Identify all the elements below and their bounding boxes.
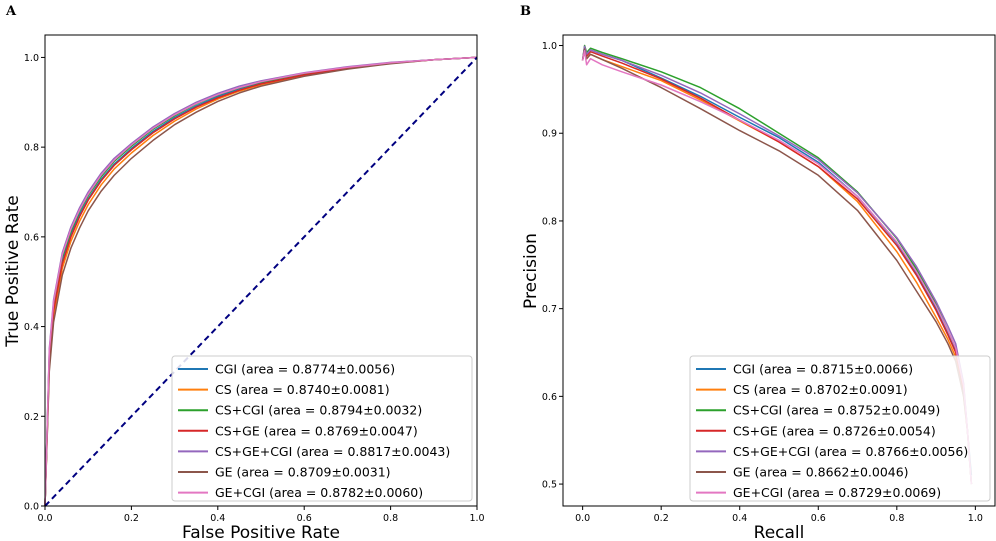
roc-legend: CGI (area = 0.8774±0.0056) CS (area = 0.8… [171, 355, 473, 502]
pr-ylabel: Precision [521, 233, 541, 309]
pr-legend-entry: CS+GE+CGI (area = 0.8766±0.0056) [733, 444, 968, 459]
pr-series-cs-ge [581, 47, 973, 485]
pr-legend-entry: CS+CGI (area = 0.8752±0.0049) [733, 403, 940, 418]
roc-xlabel: False Positive Rate [182, 523, 340, 541]
roc-xtick-label: 0.4 [210, 513, 225, 524]
roc-ytick-label: 0.0 [24, 502, 39, 513]
roc-legend-entry: CS (area = 0.8740±0.0081) [215, 382, 390, 397]
roc-series-ge [44, 56, 478, 507]
pr-legend-entry: GE+CGI (area = 0.8729±0.0069) [733, 485, 941, 500]
pr-ytick-label: 1.0 [542, 41, 557, 52]
roc-ytick-label: 0.4 [24, 322, 39, 333]
roc-xtick-label: 1.0 [469, 513, 484, 524]
roc-ytick-label: 0.2 [24, 412, 39, 423]
roc-plot-frame [44, 34, 478, 507]
pr-panel: B 0.0 0.2 0.4 0.6 0.8 1.0 0.5 0.6 0.7 0.8 0.9 1.0 R… [520, 4, 996, 541]
roc-series-cs-ge [44, 56, 478, 507]
pr-legend-entry: GE (area = 0.8662±0.0046) [733, 465, 909, 480]
roc-xtick-label: 0.6 [297, 513, 312, 524]
roc-chance-line [44, 56, 478, 507]
roc-xtick-label: 0.8 [383, 513, 398, 524]
pr-ytick-label: 0.9 [542, 129, 557, 140]
panel-label-a: A [5, 4, 17, 19]
roc-legend-entry: GE (area = 0.8709±0.0031) [215, 465, 391, 480]
pr-xtick-label: 1.0 [968, 513, 983, 524]
roc-legend-entry: CS+GE (area = 0.8769±0.0047) [215, 423, 418, 438]
pr-legend-entry: CGI (area = 0.8715±0.0066) [733, 362, 913, 377]
roc-legend-entry: GE+CGI (area = 0.8782±0.0060) [215, 485, 423, 500]
pr-legend: CGI (area = 0.8715±0.0066) CS (area = 0.8… [689, 355, 991, 502]
pr-xlabel: Recall [754, 523, 805, 541]
pr-xtick-label: 0.0 [575, 513, 590, 524]
roc-ylabel: True Positive Rate [3, 195, 23, 347]
pr-xtick-label: 0.8 [889, 513, 904, 524]
pr-xtick-label: 0.2 [654, 513, 669, 524]
pr-ytick-label: 0.8 [542, 216, 557, 227]
roc-legend-entry: CS+CGI (area = 0.8794±0.0032) [215, 403, 422, 418]
roc-legend-entry: CS+GE+CGI (area = 0.8817±0.0043) [215, 444, 450, 459]
pr-ytick-label: 0.7 [542, 304, 557, 315]
roc-legend-entry: CGI (area = 0.8774±0.0056) [215, 362, 395, 377]
pr-legend-entry: CS (area = 0.8702±0.0091) [733, 382, 908, 397]
roc-ytick-label: 1.0 [24, 53, 39, 64]
panel-label-b: B [520, 4, 531, 19]
pr-xtick-label: 0.6 [811, 513, 826, 524]
pr-legend-entry: CS+GE (area = 0.8726±0.0054) [733, 423, 936, 438]
pr-series-cs-ge-cgi [581, 45, 973, 485]
roc-panel: A 0.0 0.2 0.4 0.6 0.8 1.0 0.0 0.2 0.4 0.6 0.8 1.0 F… [3, 4, 485, 541]
roc-ytick-label: 0.8 [24, 143, 39, 154]
pr-legend-box [689, 355, 991, 502]
pr-ytick-label: 0.5 [542, 480, 557, 491]
pr-series-ge-cgi [581, 50, 973, 485]
pr-plot-frame [562, 34, 996, 507]
roc-xtick-label: 0.2 [124, 513, 139, 524]
roc-legend-box [171, 355, 473, 502]
roc-series-ge-cgi [44, 56, 478, 507]
pr-xtick-label: 0.4 [732, 513, 747, 524]
pr-ytick-label: 0.6 [542, 392, 557, 403]
roc-xtick-label: 0.0 [37, 513, 52, 524]
roc-ytick-label: 0.6 [24, 232, 39, 243]
